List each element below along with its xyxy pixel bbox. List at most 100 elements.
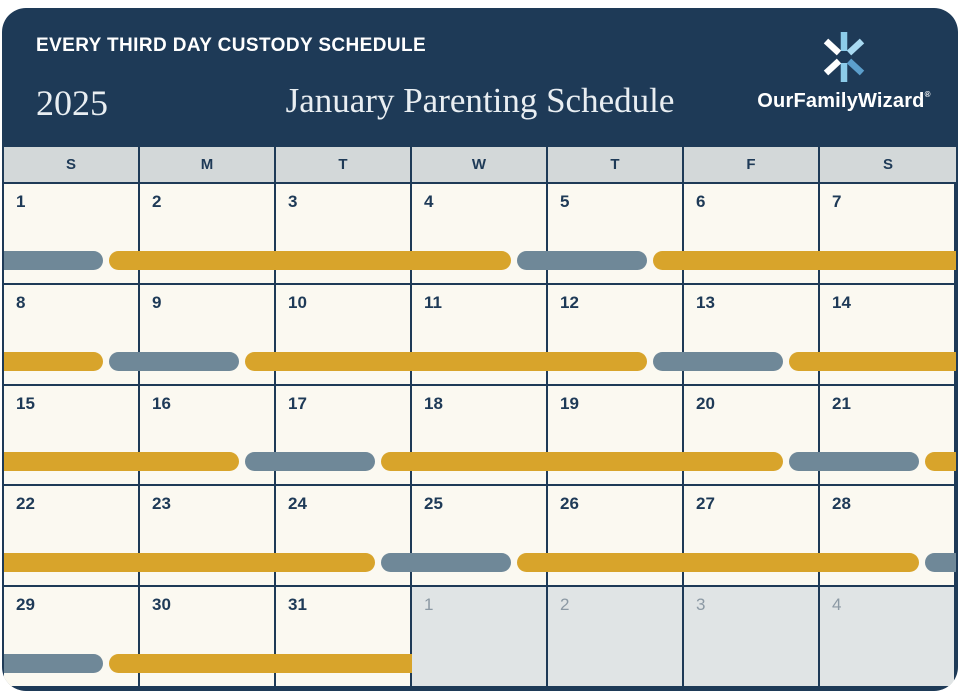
day-cell: 18: [412, 385, 548, 485]
day-cell: 19: [548, 385, 684, 485]
day-cell: 24: [276, 486, 412, 586]
day-number: 1: [424, 595, 434, 615]
schedule-type-title: EVERY THIRD DAY CUSTODY SCHEDULE: [36, 35, 427, 56]
day-number: 18: [424, 393, 443, 413]
day-cell: 25: [412, 486, 548, 586]
day-cell: 22: [4, 486, 140, 586]
day-number: 2: [560, 595, 570, 615]
day-cell: 16: [140, 385, 276, 485]
custody-bar-gold: [109, 653, 412, 673]
custody-bar-gold: [4, 351, 103, 371]
day-cell: 7: [820, 184, 956, 283]
weeks-grid: 1 2 3 4 5 6 7 8 9 10 11 12 13 14 15 16 17 18 19 20 21 22 23 24 2…: [4, 184, 956, 686]
custody-bar-slate: [789, 452, 919, 472]
day-cell-next-month: 4: [820, 587, 956, 686]
day-number: 3: [288, 192, 298, 211]
month-title: January Parenting Schedule: [285, 81, 675, 120]
custody-bar-gold: [789, 351, 956, 371]
brand-logo: OurFamilyWizard®: [754, 26, 934, 113]
day-cell: 11: [412, 284, 548, 384]
day-cell: 30: [140, 587, 276, 686]
day-number: 9: [152, 292, 162, 312]
day-cell: 10: [276, 284, 412, 384]
day-header-cell: W: [412, 147, 548, 182]
brand-name: OurFamilyWizard®: [757, 90, 930, 113]
day-number: 31: [288, 595, 307, 615]
brand-name-text: OurFamilyWizard: [757, 90, 925, 112]
day-cell-next-month: 1: [412, 587, 548, 686]
day-number: 26: [560, 494, 579, 514]
day-number: 10: [288, 292, 307, 312]
day-cell: 28: [820, 486, 956, 586]
day-number: 28: [832, 494, 851, 514]
day-number: 7: [832, 192, 842, 211]
registered-mark: ®: [924, 90, 931, 99]
day-number: 17: [288, 393, 307, 413]
day-cell: 3: [276, 184, 412, 283]
day-number: 20: [696, 393, 715, 413]
custody-bar-slate: [109, 351, 239, 371]
custody-bar-slate: [245, 452, 375, 472]
custody-bar-slate: [4, 653, 103, 673]
day-cell: 4: [412, 184, 548, 283]
day-number: 12: [560, 292, 579, 312]
day-cell: 8: [4, 284, 140, 384]
day-cell: 6: [684, 184, 820, 283]
day-cell: 13: [684, 284, 820, 384]
custody-bar-gold: [4, 452, 239, 472]
day-number: 15: [16, 393, 35, 413]
day-cell: 31: [276, 587, 412, 686]
custody-bar-gold: [4, 553, 375, 573]
week-row: 8 9 10 11 12 13 14: [4, 284, 956, 386]
day-number: 5: [560, 192, 570, 211]
day-cell: 2: [140, 184, 276, 283]
day-header-cell: T: [276, 147, 412, 182]
day-number: 27: [696, 494, 715, 514]
day-cell: 20: [684, 385, 820, 485]
day-cell-next-month: 2: [548, 587, 684, 686]
custody-bar-gold: [245, 351, 647, 371]
day-cell: 14: [820, 284, 956, 384]
day-number: 29: [16, 595, 35, 615]
custody-bar-gold: [653, 250, 956, 270]
day-number: 22: [16, 494, 35, 514]
day-cell: 17: [276, 385, 412, 485]
day-number: 23: [152, 494, 171, 514]
day-number: 1: [16, 192, 26, 211]
day-cell: 12: [548, 284, 684, 384]
custody-schedule-card: EVERY THIRD DAY CUSTODY SCHEDULE 2025 Ja…: [2, 8, 958, 691]
day-cell: 27: [684, 486, 820, 586]
day-header-cell: F: [684, 147, 820, 182]
day-cell-next-month: 3: [684, 587, 820, 686]
day-cell: 29: [4, 587, 140, 686]
custody-bar-gold: [925, 452, 956, 472]
calendar-header: EVERY THIRD DAY CUSTODY SCHEDULE 2025 Ja…: [4, 8, 956, 147]
day-number: 13: [696, 292, 715, 312]
custody-bar-slate: [517, 250, 647, 270]
day-number: 21: [832, 393, 851, 413]
day-number: 4: [424, 192, 434, 211]
day-number: 6: [696, 192, 706, 211]
day-number: 4: [832, 595, 842, 615]
day-number: 24: [288, 494, 307, 514]
day-number: 30: [152, 595, 171, 615]
custody-bar-slate: [653, 351, 783, 371]
custody-bar-slate: [381, 553, 511, 573]
day-number: 19: [560, 393, 579, 413]
day-cell: 26: [548, 486, 684, 586]
custody-bar-gold: [517, 553, 919, 573]
custody-bar-gold: [109, 250, 511, 270]
week-row: 15 16 17 18 19 20 21: [4, 385, 956, 487]
week-row: 22 23 24 25 26 27 28: [4, 486, 956, 588]
day-cell: 15: [4, 385, 140, 485]
custody-bar-slate: [4, 250, 103, 270]
day-cell: 5: [548, 184, 684, 283]
week-row: 29 30 31 1 2 3 4: [4, 587, 956, 686]
day-number: 11: [424, 292, 442, 312]
week-row: 1 2 3 4 5 6 7: [4, 184, 956, 285]
day-number: 25: [424, 494, 443, 514]
day-number: 3: [696, 595, 706, 615]
day-header-cell: S: [4, 147, 140, 182]
day-cell: 21: [820, 385, 956, 485]
